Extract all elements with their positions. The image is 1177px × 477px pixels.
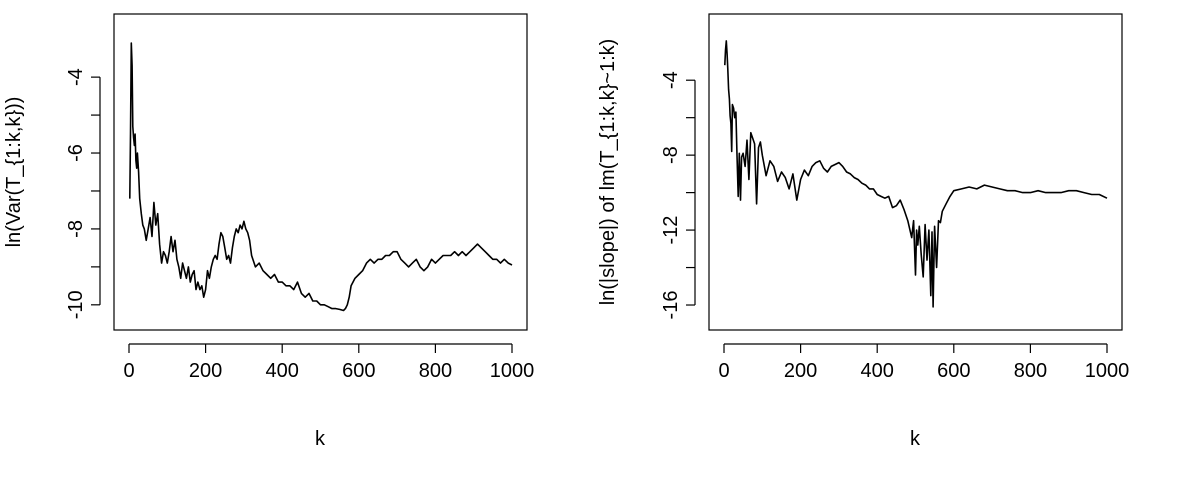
right-x-tick-label: 200 [784, 360, 817, 382]
left-x-tick-label: 400 [266, 360, 299, 382]
left-x-axis: 0 200 400 600 800 1000 [123, 343, 535, 382]
left-y-tick-label: -4 [65, 68, 87, 86]
left-x-tick-label: 200 [189, 360, 222, 382]
left-y-axis: -4 -6 -8 -10 [65, 68, 101, 319]
left-plot-frame [113, 13, 528, 331]
right-y-axis: -4 -8 -12 -16 [660, 71, 696, 320]
right-x-axis-label: k [910, 428, 921, 450]
right-x-tick-label: 400 [861, 360, 894, 382]
right-plot-frame [708, 13, 1123, 331]
left-x-tick-label: 0 [123, 360, 134, 382]
right-x-tick-label: 1000 [1085, 360, 1130, 382]
right-plot-panel: -4 -8 -12 -16 0 200 400 600 800 1000 k ln(|slope… [597, 13, 1130, 450]
left-y-tick-label: -8 [65, 220, 87, 238]
right-y-tick-label: -4 [660, 71, 682, 89]
left-y-tick-label: -10 [65, 290, 87, 319]
right-y-tick-label: -8 [660, 146, 682, 164]
left-x-tick-label: 1000 [490, 360, 535, 382]
right-x-tick-label: 0 [718, 360, 729, 382]
left-series-line [129, 42, 513, 312]
left-x-tick-label: 600 [342, 360, 375, 382]
left-y-axis-label: ln(Var(T_{1:k,k})) [3, 97, 25, 248]
right-x-tick-label: 600 [937, 360, 970, 382]
left-x-tick-label: 800 [419, 360, 452, 382]
left-plot-panel: -4 -6 -8 -10 0 200 400 600 800 1000 k ln(Var(T_{… [3, 13, 535, 450]
right-series-line [724, 40, 1108, 308]
right-x-tick-label: 800 [1014, 360, 1047, 382]
left-y-tick-label: -6 [65, 144, 87, 162]
right-y-axis-label: ln(|slope|) of lm(T_{1:k,k}~1:k) [597, 39, 619, 306]
right-y-tick-label: -12 [660, 216, 682, 245]
right-y-tick-label: -16 [660, 291, 682, 320]
left-x-axis-label: k [315, 428, 326, 450]
right-x-axis: 0 200 400 600 800 1000 [718, 343, 1130, 382]
